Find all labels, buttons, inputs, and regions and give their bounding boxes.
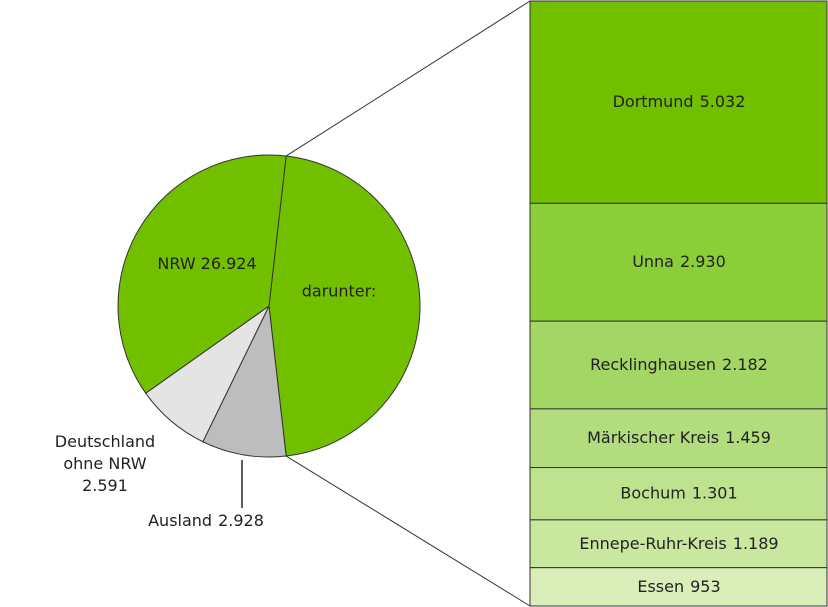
bar-category: Unna xyxy=(632,252,674,271)
bar-label: Recklinghausen 2.182 xyxy=(590,355,768,374)
bar xyxy=(529,567,828,607)
bar-label: Bochum 1.301 xyxy=(620,483,737,502)
bar-value: 953 xyxy=(690,576,721,595)
bar-label: Ennepe-Ruhr-Kreis 1.189 xyxy=(579,533,778,552)
bar-label: Essen 953 xyxy=(637,576,720,595)
bar xyxy=(529,0,828,204)
slice-category: Ausland xyxy=(148,511,212,530)
slice-label: Ausland 2.928 xyxy=(148,511,264,530)
bar-label: Unna 2.930 xyxy=(632,252,726,271)
bar-value: 2.930 xyxy=(680,252,726,271)
slice-value: 2.928 xyxy=(218,511,264,530)
slice-value: 2.591 xyxy=(82,476,128,495)
slice xyxy=(202,304,287,458)
bar xyxy=(529,320,828,410)
bar-value: 1.189 xyxy=(733,533,779,552)
bar-category: Recklinghausen xyxy=(590,355,716,374)
subset-label: darunter: xyxy=(302,282,377,301)
bar-category: Dortmund xyxy=(613,92,694,111)
slice-label: NRW 26.924 xyxy=(157,254,256,273)
slice xyxy=(117,154,287,394)
bar xyxy=(529,202,828,322)
bar-category: Bochum xyxy=(620,483,685,502)
bar-value: 5.032 xyxy=(700,92,746,111)
slice-label: Deutschland ohne NRW xyxy=(54,432,156,473)
bar-label: Märkischer Kreis 1.459 xyxy=(587,428,771,447)
connector xyxy=(285,455,531,607)
bar xyxy=(529,408,828,469)
bar xyxy=(529,519,828,569)
bar-value: 2.182 xyxy=(722,355,768,374)
bar-category: Ennepe-Ruhr-Kreis xyxy=(579,533,726,552)
subset-slice xyxy=(268,155,421,457)
bar-category: Märkischer Kreis xyxy=(587,428,719,447)
bar-label: Dortmund 5.032 xyxy=(613,92,746,111)
bar-category: Essen xyxy=(637,576,684,595)
bar-value: 1.459 xyxy=(725,428,771,447)
bar-value: 1.301 xyxy=(692,483,738,502)
bar xyxy=(529,467,828,521)
slice-category: NRW xyxy=(157,254,195,273)
deutschland-label: Deutschland ohne NRW 2.591 xyxy=(42,431,168,497)
slice-value: 26.924 xyxy=(201,254,257,273)
connector xyxy=(285,0,531,157)
